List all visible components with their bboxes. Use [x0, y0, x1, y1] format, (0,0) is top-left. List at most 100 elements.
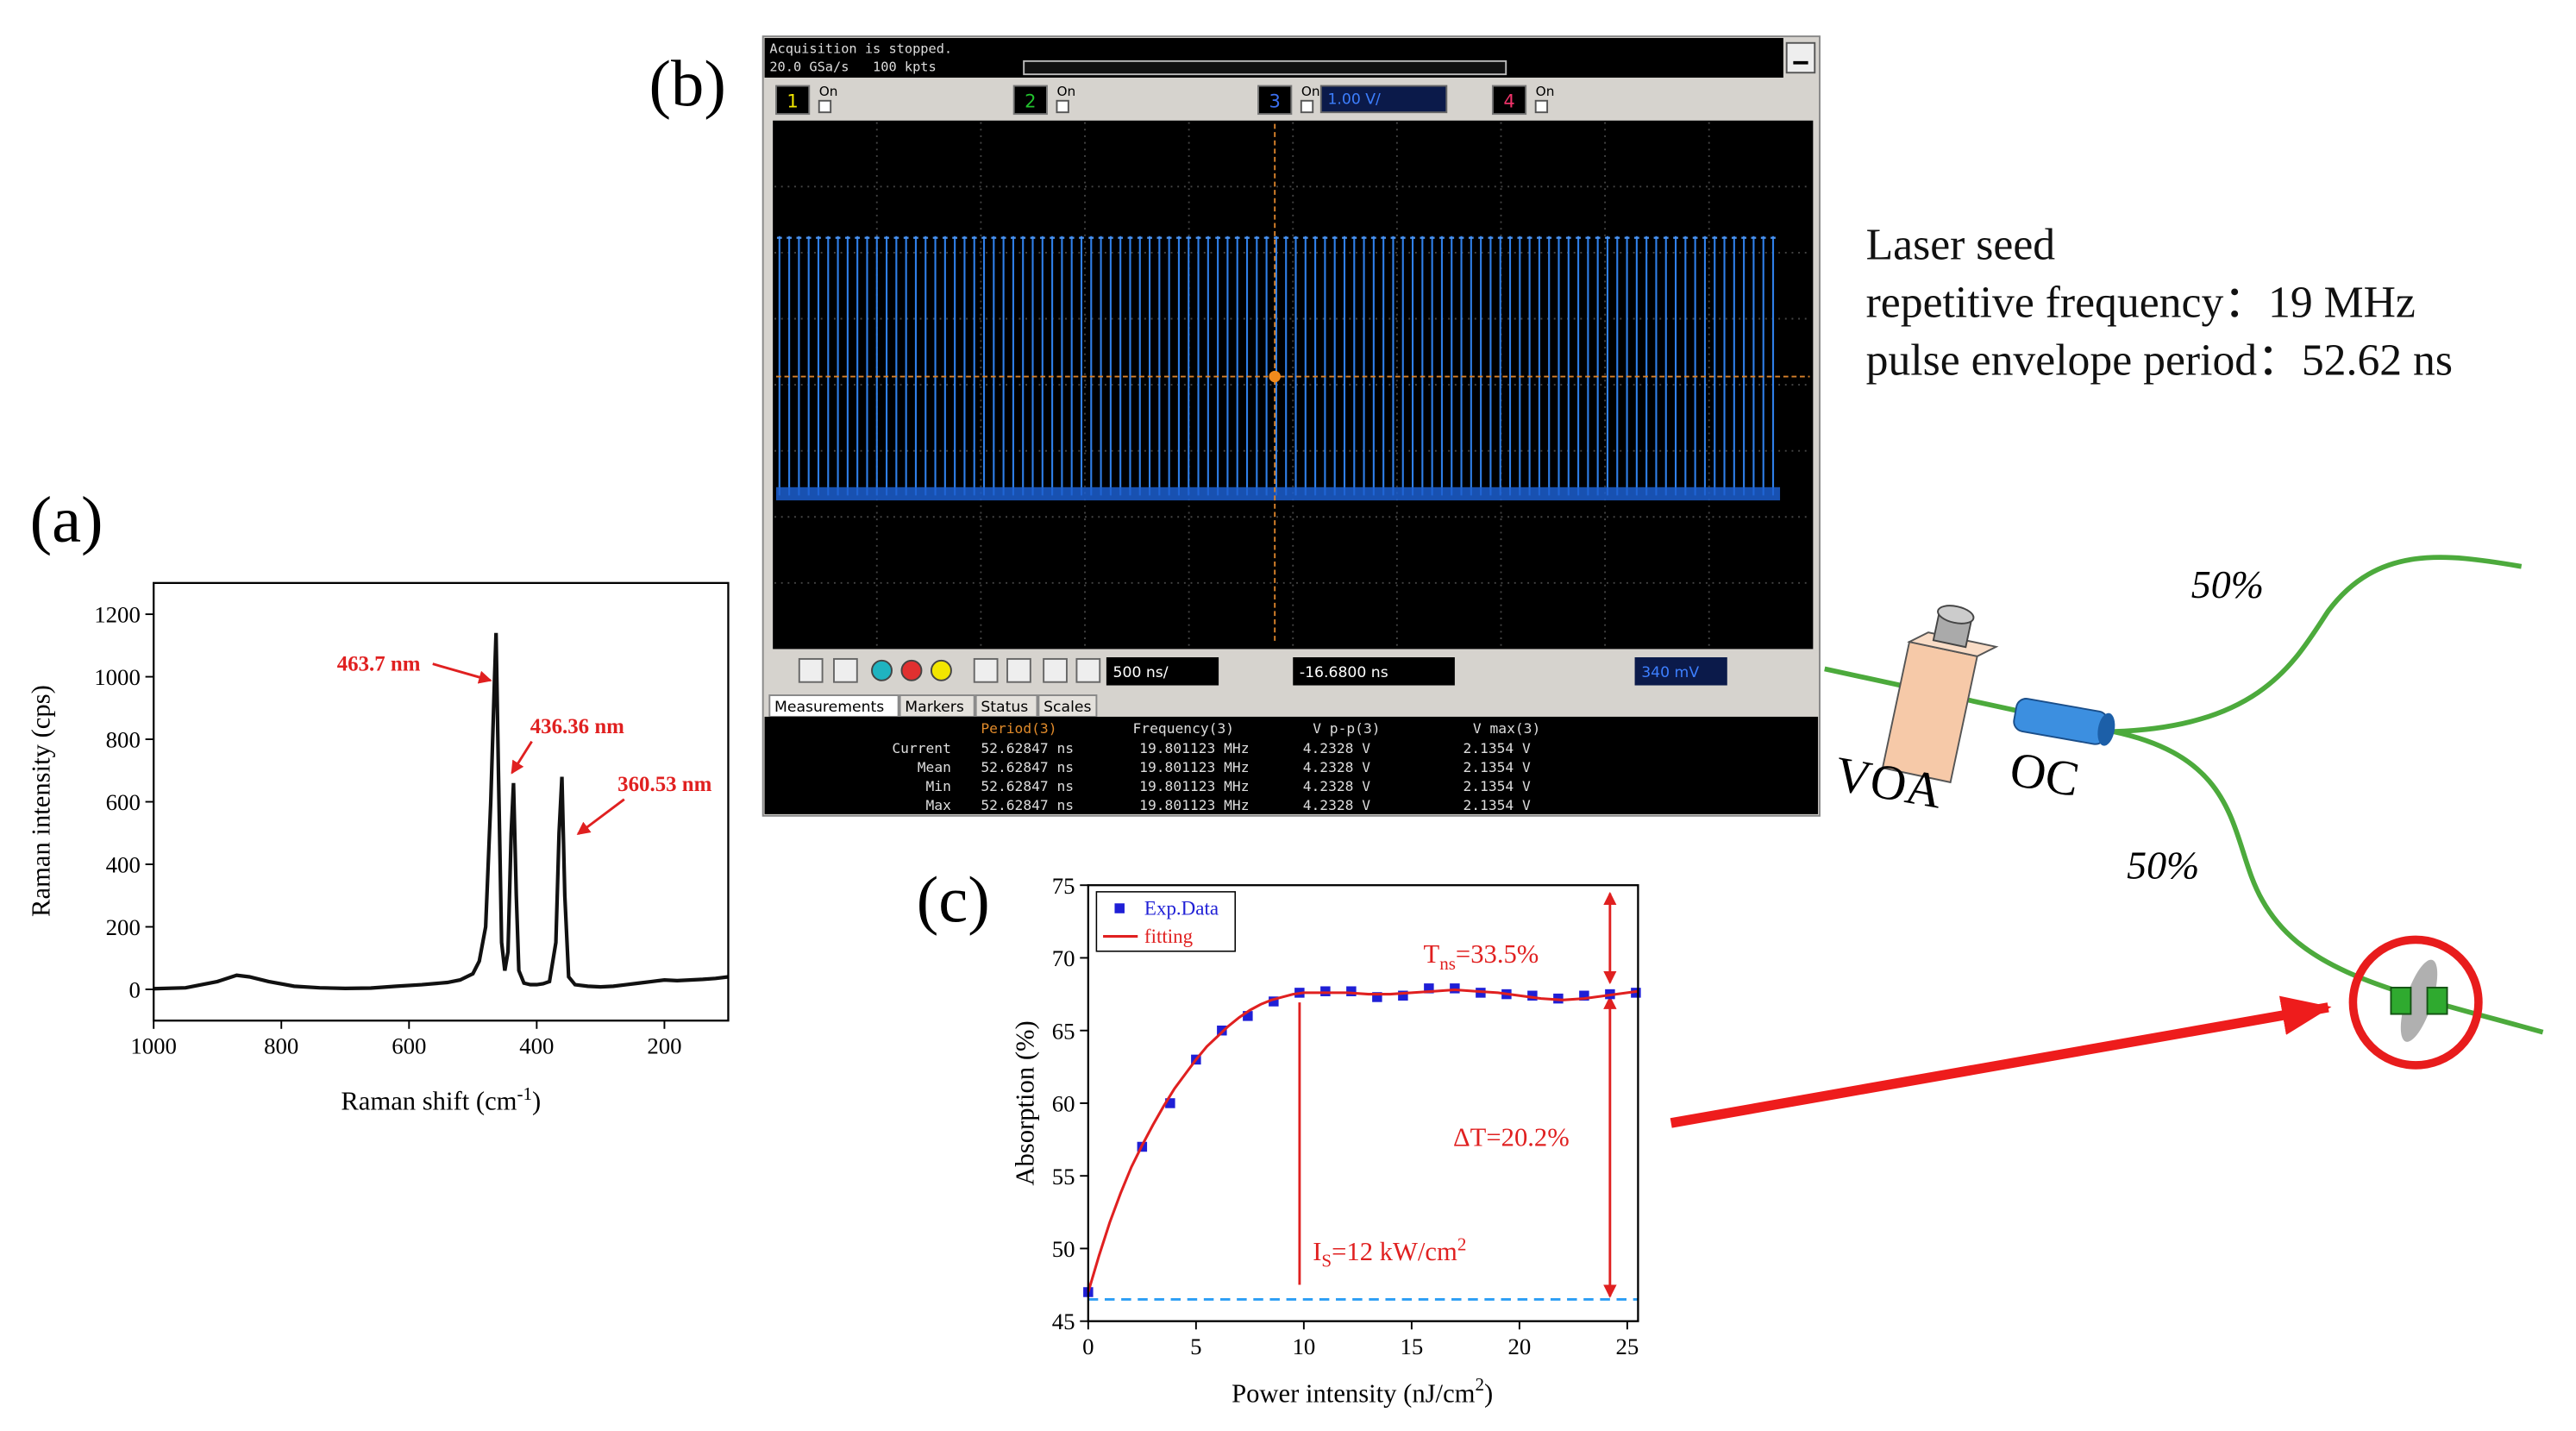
tab[interactable] [1037, 694, 1098, 718]
cell: 52.62847 ns [981, 740, 1074, 756]
chart: 0 5 10 15 20 25 45 50 55 60 65 70 75 Exp.Data fitting [1052, 873, 1641, 1359]
legend-label: fitting [1144, 926, 1194, 947]
channel-button[interactable] [1012, 85, 1048, 116]
ch3-scale: 1.00 V/ [1327, 91, 1381, 109]
cell: 4.2328 V [1303, 797, 1371, 813]
data-point [1269, 996, 1279, 1007]
cell: 19.801123 MHz [1139, 759, 1249, 775]
channel-state: On [819, 84, 838, 99]
y-tick-label: 800 [106, 727, 141, 753]
y-tick-label: 200 [106, 914, 141, 940]
waveform [775, 235, 1781, 501]
table-header: Period(3) [981, 720, 1056, 737]
y-tick-label: 45 [1052, 1309, 1075, 1334]
data-point [1579, 990, 1589, 1001]
annotation: Tns=33.5% [1423, 939, 1539, 974]
annotation: ΔT=20.2% [1453, 1123, 1570, 1152]
legend-box [1095, 891, 1236, 952]
split-label: 50% [2127, 844, 2199, 888]
plot-frame [1087, 884, 1639, 1322]
trigger-box[interactable] [1634, 657, 1727, 686]
data-point [1527, 990, 1538, 1001]
tab-label: Scales [1044, 699, 1091, 716]
channel-button[interactable] [1257, 85, 1293, 116]
oc [2013, 698, 2115, 746]
row-label: Min [926, 778, 951, 794]
timebase-box[interactable] [1106, 657, 1219, 686]
cell: 19.801123 MHz [1139, 797, 1249, 813]
channel-number: 3 [1269, 90, 1280, 111]
x-axis-label: Power intensity (nJ/cm2) [1232, 1374, 1493, 1408]
data-line [1087, 988, 1639, 1293]
connector [2390, 986, 2412, 1015]
sample [2400, 959, 2438, 1042]
panel-label: (c) [917, 863, 990, 936]
data-point [1320, 986, 1331, 996]
annotation: 436.36 nm [530, 715, 624, 738]
cell: 52.62847 ns [981, 759, 1074, 775]
panel-label: (b) [649, 47, 726, 121]
arrow [576, 798, 625, 836]
channel-state: On [1536, 84, 1555, 99]
cell: 52.62847 ns [981, 797, 1074, 813]
y-tick-label: 55 [1052, 1164, 1075, 1189]
annotation: 463.7 nm [337, 652, 421, 675]
control-icon [973, 657, 999, 683]
channel-number: 2 [1025, 90, 1036, 111]
scope-grid [774, 122, 1812, 648]
arrow [511, 740, 533, 775]
arrow [432, 662, 492, 684]
ch3-scale-box[interactable] [1319, 85, 1448, 114]
x-tick-label: 400 [519, 1033, 554, 1059]
x-tick-label: 200 [647, 1033, 681, 1059]
control-icons [798, 657, 1101, 683]
chart: 1000 800 600 400 200 0 200 400 600 800 1000 1200 [94, 581, 730, 1059]
delay-box[interactable] [1293, 657, 1455, 686]
data-point [1243, 1011, 1253, 1021]
cell: 2.1354 V [1463, 778, 1531, 794]
info-line: repetitive frequency：19 MHz [1866, 279, 2416, 328]
channel-checkbox [818, 99, 832, 114]
channel-checkbox [1534, 99, 1549, 114]
y-axis-label: Raman intensity (cps) [27, 685, 56, 917]
annotation: 360.53 nm [617, 773, 711, 796]
control-icon [900, 659, 923, 681]
minimize-button[interactable] [1785, 41, 1816, 74]
cell: 4.2328 V [1303, 759, 1371, 775]
tab[interactable] [768, 694, 899, 718]
x-tick-label: 15 [1400, 1334, 1423, 1359]
control-icon [798, 657, 824, 683]
table-header: Frequency(3) [1133, 720, 1235, 737]
delay: -16.6800 ns [1300, 664, 1388, 681]
control-icon [1043, 657, 1068, 683]
annotations: Tns=33.5% ΔT=20.2% IS=12 kW/cm2 [1313, 939, 1570, 1271]
legend-symbol [1114, 903, 1125, 913]
x-tick-label: 800 [264, 1033, 298, 1059]
fiber [2113, 555, 2523, 735]
y-axis-label: Absorption (%) [1011, 1020, 1040, 1185]
voa [1881, 605, 1999, 784]
annotations: 463.7 nm 436.36 nm 360.53 nm [337, 652, 712, 796]
cell: 2.1354 V [1463, 759, 1531, 775]
data-point [1450, 983, 1460, 994]
voa-knob-top [1937, 605, 1975, 624]
measurement-table [764, 716, 1819, 814]
tab[interactable] [975, 694, 1038, 718]
x-tick-label: 25 [1615, 1334, 1639, 1359]
channel-number: 1 [787, 90, 798, 111]
table-header: V max(3) [1473, 720, 1540, 737]
annotation-lines [1298, 891, 1617, 1298]
channel-checkbox [1056, 99, 1069, 114]
channel-checkbox [1300, 99, 1314, 114]
cell: 19.801123 MHz [1139, 740, 1249, 756]
cell: 52.62847 ns [981, 778, 1074, 794]
channel-button[interactable] [1491, 85, 1527, 116]
status-text: Acquisition is stopped. [769, 41, 952, 56]
oc-label: OC [2006, 742, 2084, 807]
control-icon [871, 659, 893, 681]
x-tick-label: 20 [1507, 1334, 1531, 1359]
control-icon [1006, 657, 1031, 683]
channel-button[interactable] [775, 85, 811, 116]
measurements: Period(3) Frequency(3) V p-p(3) V max(3) Cur… [892, 720, 1540, 813]
